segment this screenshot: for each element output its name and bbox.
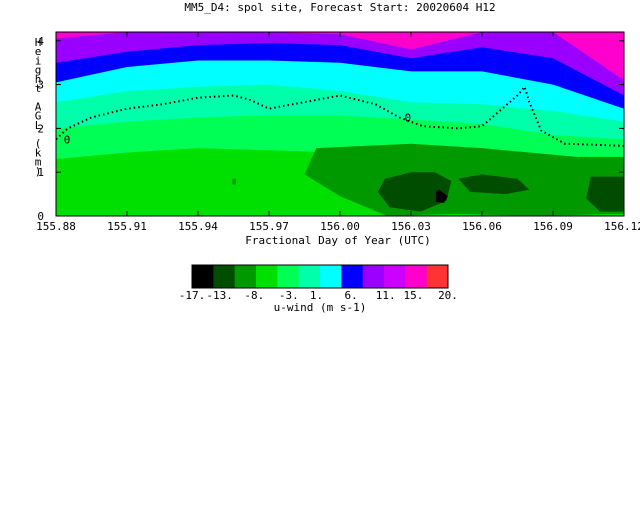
- wind-region-3: [586, 176, 624, 212]
- wind-region-4: [435, 189, 448, 203]
- colorbar-tick-label: 11.: [376, 289, 396, 302]
- colorbar-swatch: [256, 265, 278, 288]
- y-axis-label-char: G: [35, 110, 42, 123]
- x-tick-label: 155.88: [36, 220, 76, 233]
- colorbar-swatch: [234, 265, 257, 288]
- y-axis-label-char: t: [35, 82, 42, 95]
- colorbar-swatch: [405, 265, 428, 288]
- colorbar-swatch: [192, 265, 214, 288]
- y-tick-label: 0: [37, 210, 44, 223]
- zero-contour: 00: [56, 84, 624, 147]
- colorbar: -17. -13. -8. -3. 1. 6. 11. 15. 20.: [179, 264, 458, 302]
- wind-band-4: [56, 32, 624, 109]
- wind-region-2: [458, 174, 530, 195]
- colorbar-tick-label: 6.: [345, 289, 358, 302]
- y-axis-label-char: ): [35, 165, 42, 178]
- x-tick-label: 155.94: [178, 220, 218, 233]
- colorbar-frame: [191, 264, 449, 289]
- colorbar-tick-label: -8.: [244, 289, 264, 302]
- chart-title: MM5_D4: spol site, Forecast Start: 20020…: [184, 1, 495, 14]
- colorbar-tick-label: 1.: [310, 289, 323, 302]
- colorbar-tick-label: -13.: [206, 289, 233, 302]
- colorbar-tick-label: -17.: [179, 289, 206, 302]
- x-tick-label: 156.00: [320, 220, 360, 233]
- y-axis: 0 1 2 3 4: [37, 35, 624, 223]
- colorbar-tick-label: 15.: [403, 289, 423, 302]
- colorbar-swatch: [277, 265, 300, 288]
- contour-label: 0: [64, 133, 71, 146]
- colorbar-swatch: [362, 265, 385, 288]
- colorbar-swatch: [426, 265, 449, 288]
- y-axis-label-char: g: [35, 64, 42, 77]
- x-tick-label: 156.03: [391, 220, 431, 233]
- y-tick-label: 4: [37, 35, 44, 48]
- x-tick-label: 155.97: [249, 220, 289, 233]
- y-axis-label-char: i: [35, 54, 42, 67]
- wind-region-5: [232, 178, 237, 185]
- y-tick-label: 3: [37, 79, 44, 92]
- colorbar-swatch: [213, 265, 236, 288]
- y-axis-label-char: m: [35, 156, 42, 169]
- wind-region-1: [377, 172, 452, 212]
- x-tick-label: 155.91: [107, 220, 147, 233]
- x-axis: 155.88 155.91 155.94 155.97 156.00 156.03 156.…: [36, 32, 640, 233]
- y-axis-label-char: h: [35, 73, 42, 86]
- colorbar-label: u-wind (m s-1): [274, 301, 367, 314]
- colorbar-tick-label: -3.: [279, 289, 299, 302]
- x-tick-label: 156.09: [533, 220, 573, 233]
- y-axis-label-char: k: [35, 146, 42, 159]
- y-tick-label: 1: [37, 166, 44, 179]
- wind-band-6: [56, 32, 624, 81]
- y-axis-label-char: H: [35, 36, 42, 49]
- y-tick-label: 2: [37, 122, 44, 135]
- colorbar-swatch: [320, 265, 342, 288]
- y-axis-label-char: e: [35, 45, 42, 58]
- contour-label: 0: [405, 111, 412, 124]
- colorbar-swatch: [298, 265, 321, 288]
- y-axis-label-char: L: [35, 119, 42, 132]
- x-axis-label: Fractional Day of Year (UTC): [245, 234, 430, 247]
- x-tick-label: 156.12: [604, 220, 640, 233]
- y-axis-label-char: A: [35, 100, 42, 113]
- colorbar-swatch: [341, 265, 364, 288]
- colorbar-tick-label: 20.: [438, 289, 458, 302]
- x-tick-label: 156.06: [462, 220, 502, 233]
- colorbar-swatch: [384, 265, 406, 288]
- y-axis-label-char: (: [35, 137, 42, 150]
- plot-area: [56, 32, 624, 216]
